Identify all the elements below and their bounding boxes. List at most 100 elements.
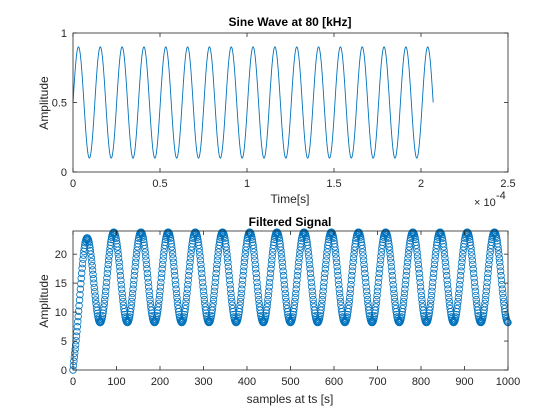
data-point xyxy=(78,259,87,268)
data-point xyxy=(390,289,398,298)
data-point xyxy=(253,283,262,291)
data-point xyxy=(275,237,284,245)
y-ticks-filtered: 0 5 10 15 20 xyxy=(55,249,508,377)
data-point xyxy=(173,293,181,302)
data-point xyxy=(401,280,410,289)
data-point xyxy=(130,276,138,284)
data-point xyxy=(89,275,98,283)
data-point xyxy=(452,313,460,321)
data-point xyxy=(226,285,235,293)
data-point xyxy=(346,285,355,293)
data-point xyxy=(157,278,165,287)
data-point xyxy=(481,295,490,304)
data-point xyxy=(346,289,354,298)
data-point xyxy=(375,274,383,282)
data-point xyxy=(225,267,233,275)
data-point xyxy=(145,287,153,295)
data-point xyxy=(157,274,166,282)
data-point xyxy=(89,270,97,279)
data-point xyxy=(77,274,85,283)
data-point xyxy=(402,267,411,275)
data-point xyxy=(466,235,474,244)
data-point xyxy=(129,285,137,293)
data-point xyxy=(226,280,234,289)
data-point xyxy=(358,244,366,253)
data-point xyxy=(334,271,342,280)
data-point xyxy=(185,262,194,271)
data-point xyxy=(251,256,259,264)
data-point xyxy=(88,266,97,274)
data-point xyxy=(291,297,299,306)
x-tick-label: 400 xyxy=(238,376,256,388)
data-point xyxy=(350,250,358,258)
data-point xyxy=(373,291,381,300)
data-point xyxy=(399,297,408,306)
data-point xyxy=(282,293,290,302)
data-point xyxy=(249,244,258,253)
data-point xyxy=(265,287,273,295)
data-point xyxy=(91,292,99,300)
data-point xyxy=(238,285,246,293)
data-point xyxy=(343,313,351,321)
data-point xyxy=(322,260,330,269)
data-point xyxy=(168,243,176,251)
data-point xyxy=(347,276,356,284)
data-point xyxy=(417,291,426,300)
data-point xyxy=(158,260,167,269)
x-exponent-base: × 10 xyxy=(474,197,496,209)
data-point xyxy=(212,269,220,278)
data-point xyxy=(281,285,289,293)
data-point xyxy=(427,291,436,300)
data-point xyxy=(402,271,410,280)
data-point xyxy=(428,287,436,295)
data-point xyxy=(440,250,449,258)
data-point xyxy=(104,260,112,269)
data-point xyxy=(199,283,207,291)
data-point xyxy=(74,312,82,321)
data-point xyxy=(319,287,327,295)
data-point xyxy=(335,289,344,298)
data-point xyxy=(113,243,122,251)
data-point xyxy=(468,252,476,260)
data-point xyxy=(343,310,352,319)
data-point xyxy=(467,248,476,256)
data-point xyxy=(225,276,234,284)
chart-title-sine: Sine Wave at 80 [kHz] xyxy=(229,15,352,29)
data-point xyxy=(404,254,412,262)
data-point xyxy=(77,269,86,277)
data-point xyxy=(486,248,494,256)
data-point xyxy=(181,304,189,313)
data-point xyxy=(441,254,449,262)
data-point xyxy=(195,244,203,253)
data-point xyxy=(101,291,109,300)
data-point xyxy=(154,299,163,308)
data-point xyxy=(498,285,507,293)
data-point xyxy=(293,271,302,280)
data-point xyxy=(114,254,123,262)
data-point xyxy=(239,267,248,275)
data-point xyxy=(117,276,125,284)
data-point xyxy=(332,258,341,266)
data-point xyxy=(397,313,406,321)
data-point xyxy=(166,234,175,243)
y-tick-label: 0 xyxy=(61,167,67,179)
data-point xyxy=(349,262,357,271)
data-point xyxy=(130,271,139,280)
y-tick-label: 5 xyxy=(61,336,67,348)
data-point xyxy=(430,260,439,269)
data-point xyxy=(333,262,341,271)
data-point xyxy=(198,269,206,278)
data-point xyxy=(144,283,153,291)
data-point xyxy=(214,248,222,256)
x-ticks-sine: 0 0.5 1 1.5 2 2.5 xyxy=(70,33,516,190)
data-point xyxy=(167,237,175,245)
data-point xyxy=(373,287,382,295)
data-point xyxy=(444,289,453,298)
x-ticks-filtered: 0 100 200 300 400 500 600 700 800 900 1000 xyxy=(70,231,520,388)
data-point xyxy=(156,287,164,295)
data-point xyxy=(277,246,285,255)
data-point xyxy=(263,303,271,311)
data-point xyxy=(118,289,126,298)
data-point xyxy=(479,312,487,320)
data-point xyxy=(171,271,179,280)
